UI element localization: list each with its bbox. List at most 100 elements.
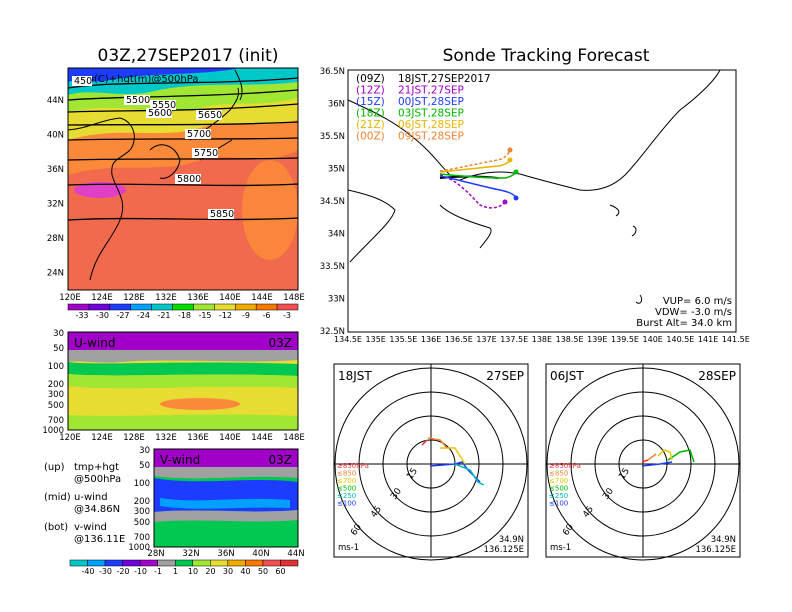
hodo1-unit: ms-1	[338, 543, 359, 553]
uwind-orange-core	[160, 398, 240, 410]
map500-lon-tick: 132E	[155, 293, 177, 303]
contour-label-bg	[150, 100, 176, 110]
hodo1-level-label: ≥850hPa	[337, 462, 369, 470]
hodo2-level-label: ≤250	[549, 492, 568, 500]
contour-label-bg	[185, 129, 211, 139]
note-up-tag: (up)	[44, 462, 65, 473]
colorbar-label: -33	[75, 311, 88, 320]
note-bot-sub: @136.11E	[74, 534, 125, 545]
track-legend-tag: (00Z)	[356, 131, 385, 143]
hodo2-level-label: ≤500	[549, 485, 568, 493]
hodo1-right: 27SEP	[486, 369, 524, 383]
contour-label: 5500	[126, 95, 150, 106]
param-vdw: VDW= -3.0 m/s	[655, 307, 732, 318]
vwind-colorbar-label: 1	[173, 567, 178, 576]
vwind-p-tick: 100	[134, 479, 150, 489]
vwind-colorbar-label: 20	[205, 567, 215, 576]
hodo2-level-label: ≤850	[549, 470, 568, 478]
vwind-gray-low	[154, 510, 298, 522]
hodo2-trace-yellow	[657, 449, 673, 461]
note-bot-text: v-wind	[74, 522, 107, 533]
vwind-colorbar-label: -1	[154, 567, 162, 576]
contour-label-bg	[208, 209, 234, 219]
hodograph-1: 18JST 27SEP ≥850hPa≤850≤700≤500≤250≤100 …	[333, 363, 529, 561]
uwind-time: 03Z	[269, 336, 293, 350]
vwind-p-tick: 700	[134, 533, 150, 543]
note-mid-sub: @34.86N	[74, 504, 120, 515]
contour-label: 5550	[152, 100, 176, 111]
track-lon-tick: 136E	[421, 335, 441, 344]
colorbar-label: -30	[96, 311, 109, 320]
left-title: 03Z,27SEP2017 (init)	[98, 46, 279, 66]
vwind-colorbar-swatch	[139, 559, 158, 567]
colorbar-swatch	[193, 303, 215, 311]
uwind-bottom-band	[68, 414, 298, 430]
hodograph-2: 06JST 28SEP ≥850hPa≤850≤700≤500≤250≤100 …	[545, 363, 741, 561]
colorbar-label: -24	[137, 311, 150, 320]
track-12z	[439, 174, 506, 209]
contour-label: 5600	[148, 108, 172, 119]
vwind-colorbar-label: 10	[188, 567, 198, 576]
hodo1-trace-yellow	[440, 447, 466, 465]
colorbar-swatch	[235, 303, 257, 311]
colorbar-label: -18	[178, 311, 191, 320]
contour-label-bg	[124, 95, 150, 105]
track-lon-tick: 134.5E	[334, 335, 362, 344]
hodo1-levels: ≥850hPa≤850≤700≤500≤250≤100	[337, 462, 369, 508]
hodo2-level-label: ≥850hPa	[549, 462, 581, 470]
colorbar-swatch	[172, 303, 194, 311]
track-lon-tick: 140E	[643, 335, 663, 344]
uwind-lon-tick: 124E	[91, 433, 113, 443]
track-legend-tag: (09Z)	[356, 73, 385, 85]
track-lon-tick: 136.5E	[445, 335, 473, 344]
track-lon-tick: 137.5E	[500, 335, 528, 344]
contour-label: 450	[74, 76, 92, 87]
uwind-lon-tick: 144E	[251, 433, 273, 443]
hodo1-level-label: ≤100	[337, 500, 356, 508]
track-legend-tag: (18Z)	[356, 108, 385, 120]
vwind-p-tick: 50	[139, 461, 150, 471]
map500-lon-tick: 128E	[123, 293, 145, 303]
hodo2-trace-red	[641, 459, 649, 463]
track-frame	[347, 69, 737, 333]
vwind-lat-tick: 36N	[217, 549, 234, 559]
hodo2-trace-orange	[647, 453, 657, 461]
track-legend-time: 18JST,27SEP2017	[398, 73, 491, 85]
track-legend-tag: (12Z)	[356, 85, 385, 97]
colorbar-label: -6	[263, 311, 271, 320]
contour-label: 5850	[210, 209, 234, 220]
track-15z	[439, 175, 517, 199]
track-15z-end	[513, 195, 519, 201]
track-lon-tick: 138.5E	[556, 335, 584, 344]
colorbar-swatch	[255, 303, 278, 311]
vwind-time: 03Z	[269, 453, 293, 467]
map500-magenta-blob	[74, 182, 126, 198]
map500-lat-tick: 40N	[47, 131, 64, 141]
vwind-colorbar-label: 40	[240, 567, 250, 576]
track-legend-time: 09JST,28SEP	[398, 131, 464, 143]
vwind-colorbar-swatch	[69, 559, 88, 567]
track-lat-tick: 36.5N	[320, 67, 345, 77]
map500-lat-tick: 32N	[47, 200, 64, 210]
hodo2-unit: ms-1	[550, 543, 571, 553]
map500-orange-blob	[242, 160, 298, 260]
note-up-text: tmp+hgt	[74, 462, 119, 473]
contour-label-bg	[175, 174, 201, 184]
note-mid-tag: (mid)	[44, 492, 71, 503]
track-lon-tick: 135.5E	[389, 335, 417, 344]
hodo2-trace-blue	[641, 461, 673, 467]
map500-lon-tick: 120E	[59, 293, 81, 303]
map500-lon-tick: 144E	[251, 293, 273, 303]
hodo1-level-label: ≤700	[337, 477, 356, 485]
track-18z-end	[513, 169, 519, 175]
track-lon-tick: 135E	[366, 335, 386, 344]
uwind-gray-band	[68, 350, 298, 363]
uwind-lon-tick: 140E	[219, 433, 241, 443]
vwind-colorbar-swatch	[280, 559, 299, 567]
uwind-p-tick: 200	[48, 380, 64, 390]
track-legend-time: 00JST,28SEP	[398, 96, 464, 108]
track-lon-tick: 141.5E	[722, 335, 750, 344]
uwind-p-tick: 500	[48, 401, 64, 411]
